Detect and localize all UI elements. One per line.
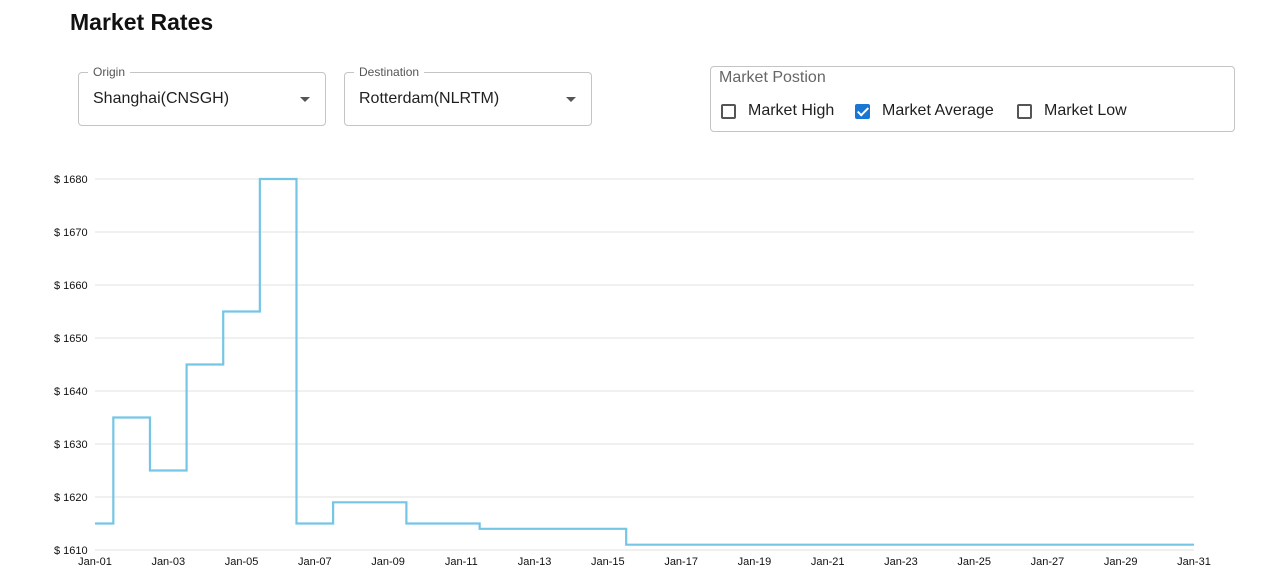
x-tick-label: Jan-27 [1031,556,1065,568]
x-tick-label: Jan-03 [151,556,185,568]
x-tick-label: Jan-25 [957,556,991,568]
market-low-option[interactable]: Market Low [1017,101,1127,121]
y-tick-label: $ 1660 [54,280,88,292]
x-tick-label: Jan-07 [298,556,332,568]
market-low-label: Market Low [1044,102,1127,119]
data-point [349,500,353,504]
data-point [313,522,317,526]
data-point [166,469,170,473]
origin-value: Shanghai(CNSGH) [93,90,230,107]
data-point [1082,543,1086,547]
data-point [716,543,720,547]
x-tick-label: Jan-01 [78,556,112,568]
market-average-label: Market Average [882,102,994,119]
x-tick-label: Jan-15 [591,556,625,568]
market-average-checkbox[interactable] [855,103,870,119]
data-point [386,500,390,504]
y-tick-label: $ 1670 [54,227,88,239]
y-axis-ticks: $ 1610 $ 1620 $ 1630 $ 1640 $ 1650 $ 1660 $ 16… [54,174,88,557]
y-tick-label: $ 1650 [54,333,88,345]
x-tick-label: Jan-05 [225,556,259,568]
data-point [1192,543,1196,547]
data-point [679,543,683,547]
market-low-checkbox[interactable] [1017,103,1032,119]
destination-select[interactable]: Destination Rotterdam(NLRTM) [344,65,592,126]
data-point [203,363,207,367]
y-tick-label: $ 1630 [54,439,88,451]
origin-label: Origin [88,65,131,79]
page-title: Market Rates [70,9,214,35]
x-tick-label: Jan-23 [884,556,918,568]
x-tick-label: Jan-11 [445,556,478,568]
data-point [423,522,427,526]
destination-value: Rotterdam(NLRTM) [359,90,500,107]
x-tick-label: Jan-19 [738,556,772,568]
data-point [276,177,280,181]
data-point [496,527,500,531]
data-point [93,522,97,526]
data-point [130,416,134,420]
market-position-group: Market Postion Market High Market Averag… [710,66,1235,132]
market-high-checkbox[interactable] [721,103,736,119]
chevron-down-icon [300,97,310,102]
y-tick-label: $ 1680 [54,174,88,186]
data-point [569,527,573,531]
data-point [1119,543,1123,547]
data-point [459,522,463,526]
market-high-label: Market High [748,102,835,119]
data-point [606,527,610,531]
chevron-down-icon [566,97,576,102]
data-point [643,543,647,547]
data-point [1045,543,1049,547]
destination-label: Destination [354,65,425,79]
x-axis-ticks: Jan-01 Jan-03 Jan-05 Jan-07 Jan-09 Jan-11 Jan-… [78,556,1211,568]
market-position-legend: Market Postion [719,69,826,86]
market-rates-chart: $ 1610 $ 1620 $ 1630 $ 1640 $ 1650 $ 1660 $ 16… [54,174,1211,568]
x-tick-label: Jan-29 [1104,556,1138,568]
data-point [862,543,866,547]
x-tick-label: Jan-17 [664,556,698,568]
market-high-option[interactable]: Market High [721,101,834,121]
data-point [533,527,537,531]
data-point [899,543,903,547]
data-point [752,543,756,547]
x-tick-label: Jan-09 [371,556,405,568]
data-point [972,543,976,547]
data-point [1155,543,1159,547]
data-point [826,543,830,547]
data-point [240,310,244,314]
x-tick-label: Jan-13 [518,556,552,568]
data-point [936,543,940,547]
y-tick-label: $ 1640 [54,386,88,398]
y-tick-label: $ 1620 [54,492,88,504]
grid-lines [95,178,1194,551]
origin-select[interactable]: Origin Shanghai(CNSGH) [78,65,326,126]
data-point [789,543,793,547]
y-tick-label: $ 1610 [54,545,88,557]
market-average-line [95,177,1194,546]
x-tick-label: Jan-21 [811,556,845,568]
x-tick-label: Jan-31 [1177,556,1211,568]
market-average-option[interactable]: Market Average [855,101,994,121]
data-point [1009,543,1013,547]
